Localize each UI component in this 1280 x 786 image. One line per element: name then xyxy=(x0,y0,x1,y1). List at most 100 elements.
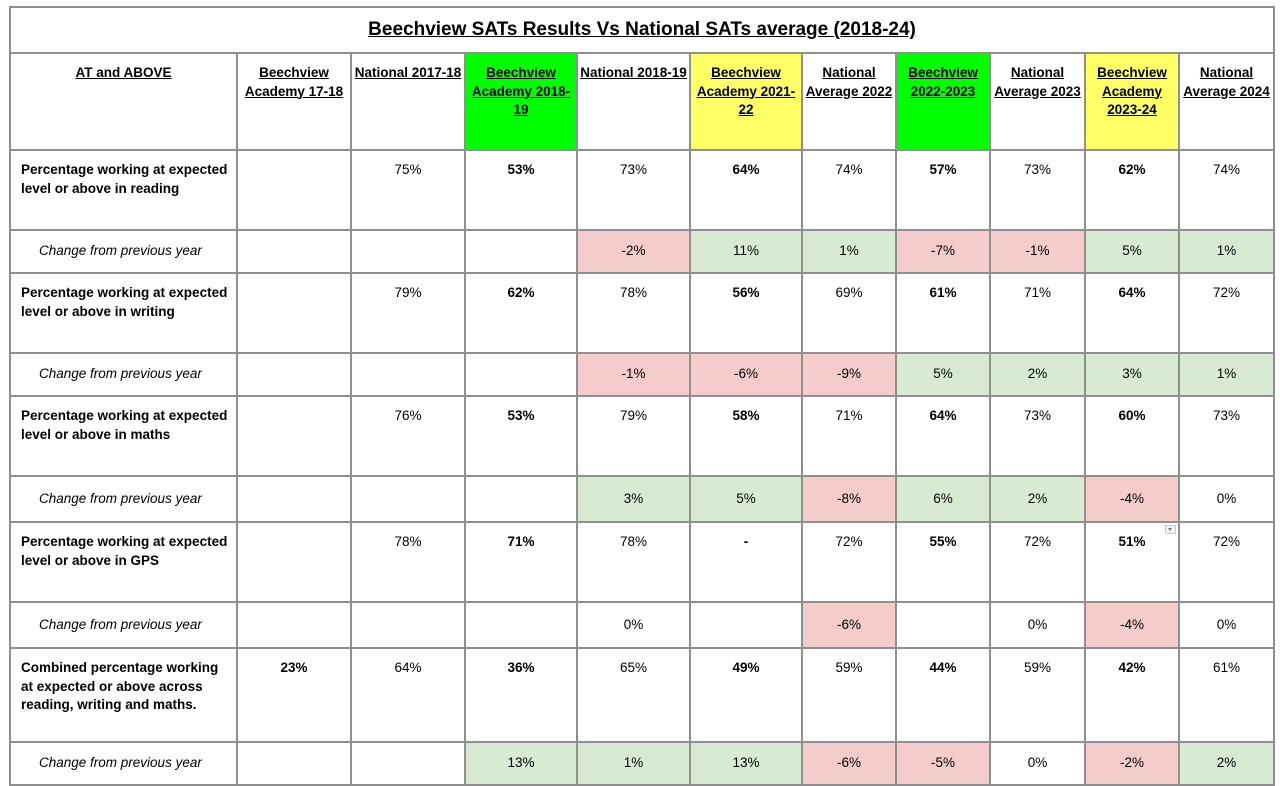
row-label[interactable]: Combined percentage working at expected … xyxy=(9,647,238,743)
table-cell[interactable]: 79% xyxy=(350,272,466,354)
row-label[interactable]: Percentage working at expected level or … xyxy=(9,149,238,231)
table-cell[interactable]: 5% xyxy=(895,352,991,397)
table-cell[interactable]: 2% xyxy=(989,352,1086,397)
table-cell[interactable]: 1% xyxy=(1177,229,1276,274)
header-beechview-2022-2023[interactable]: Beechview 2022-2023 xyxy=(895,52,991,151)
table-cell[interactable] xyxy=(236,229,352,274)
table-cell[interactable]: 61% xyxy=(895,272,991,354)
table-cell[interactable]: -7% xyxy=(895,229,991,274)
table-cell[interactable] xyxy=(236,475,352,523)
table-cell[interactable]: 53% xyxy=(464,395,578,477)
table-cell[interactable]: 72% xyxy=(801,521,897,603)
table-cell[interactable]: 59% xyxy=(801,647,897,743)
table-cell[interactable]: 79% xyxy=(576,395,691,477)
header-at-and-above[interactable]: AT and ABOVE xyxy=(9,52,238,151)
table-cell[interactable] xyxy=(236,521,352,603)
table-cell[interactable]: 58% xyxy=(689,395,803,477)
table-cell[interactable]: 49% xyxy=(689,647,803,743)
table-cell[interactable]: 73% xyxy=(989,149,1086,231)
table-cell[interactable]: 0% xyxy=(989,601,1086,649)
table-cell[interactable]: -4% xyxy=(1084,475,1180,523)
table-cell[interactable]: 0% xyxy=(576,601,691,649)
table-cell[interactable]: 1% xyxy=(576,741,691,786)
table-cell[interactable]: -8% xyxy=(801,475,897,523)
table-cell[interactable]: 1% xyxy=(801,229,897,274)
table-cell[interactable]: 78% xyxy=(350,521,466,603)
table-cell[interactable] xyxy=(236,149,352,231)
header-national-average-2024[interactable]: National Average 2024 xyxy=(1177,52,1276,151)
table-cell[interactable]: 5% xyxy=(1084,229,1180,274)
header-national-2018-19[interactable]: National 2018-19 xyxy=(576,52,691,151)
table-cell[interactable]: 78% xyxy=(576,521,691,603)
table-cell[interactable]: 0% xyxy=(1177,475,1276,523)
table-cell[interactable] xyxy=(350,741,466,786)
row-label[interactable]: Percentage working at expected level or … xyxy=(9,395,238,477)
table-cell[interactable]: 13% xyxy=(464,741,578,786)
table-cell[interactable] xyxy=(464,601,578,649)
dropdown-filter-icon[interactable] xyxy=(1165,525,1176,534)
table-cell[interactable] xyxy=(350,601,466,649)
table-cell[interactable]: 71% xyxy=(989,272,1086,354)
table-cell[interactable] xyxy=(350,229,466,274)
table-cell[interactable]: -2% xyxy=(576,229,691,274)
table-cell[interactable] xyxy=(895,601,991,649)
header-beechview-academy-2021-22[interactable]: Beechview Academy 2021-22 xyxy=(689,52,803,151)
table-cell[interactable]: 0% xyxy=(1177,601,1276,649)
header-national-2017-18[interactable]: National 2017-18 xyxy=(350,52,466,151)
table-cell[interactable]: 75% xyxy=(350,149,466,231)
header-national-average-2023[interactable]: National Average 2023 xyxy=(989,52,1086,151)
table-cell[interactable]: 78% xyxy=(576,272,691,354)
table-cell[interactable]: 64% xyxy=(689,149,803,231)
table-cell[interactable]: 2% xyxy=(1177,741,1276,786)
table-cell[interactable] xyxy=(236,395,352,477)
table-cell[interactable] xyxy=(689,601,803,649)
table-cell[interactable] xyxy=(236,272,352,354)
table-cell[interactable]: 72% xyxy=(989,521,1086,603)
header-beechview-academy-2023-24[interactable]: Beechview Academy 2023-24 xyxy=(1084,52,1180,151)
table-cell[interactable]: -6% xyxy=(801,741,897,786)
table-cell[interactable]: -1% xyxy=(989,229,1086,274)
header-beechview-academy-17-18[interactable]: Beechview Academy 17-18 xyxy=(236,52,352,151)
table-cell[interactable]: 36% xyxy=(464,647,578,743)
table-cell[interactable]: 69% xyxy=(801,272,897,354)
table-cell[interactable]: - xyxy=(689,521,803,603)
table-cell[interactable]: 73% xyxy=(1177,395,1276,477)
table-cell[interactable] xyxy=(464,475,578,523)
header-national-average-2022[interactable]: National Average 2022 xyxy=(801,52,897,151)
table-cell[interactable]: -9% xyxy=(801,352,897,397)
table-cell[interactable]: -6% xyxy=(689,352,803,397)
change-label[interactable]: Change from previous year xyxy=(9,229,238,274)
table-cell[interactable]: 2% xyxy=(989,475,1086,523)
table-cell[interactable]: 44% xyxy=(895,647,991,743)
table-cell[interactable]: 5% xyxy=(689,475,803,523)
table-cell[interactable]: 72% xyxy=(1177,272,1276,354)
table-cell[interactable]: 42% xyxy=(1084,647,1180,743)
table-cell[interactable]: 59% xyxy=(989,647,1086,743)
table-cell[interactable]: 56% xyxy=(689,272,803,354)
header-beechview-academy-2018-19[interactable]: Beechview Academy 2018-19 xyxy=(464,52,578,151)
table-cell[interactable]: 64% xyxy=(895,395,991,477)
table-cell[interactable]: 74% xyxy=(801,149,897,231)
table-cell[interactable]: -6% xyxy=(801,601,897,649)
change-label[interactable]: Change from previous year xyxy=(9,352,238,397)
row-label[interactable]: Percentage working at expected level or … xyxy=(9,521,238,603)
table-cell[interactable]: 53% xyxy=(464,149,578,231)
table-cell[interactable]: 73% xyxy=(989,395,1086,477)
table-cell[interactable]: -5% xyxy=(895,741,991,786)
table-cell[interactable] xyxy=(350,475,466,523)
table-cell[interactable]: 57% xyxy=(895,149,991,231)
table-cell[interactable]: 65% xyxy=(576,647,691,743)
table-cell[interactable]: 76% xyxy=(350,395,466,477)
table-cell[interactable]: 3% xyxy=(576,475,691,523)
table-cell[interactable]: 6% xyxy=(895,475,991,523)
row-label[interactable]: Percentage working at expected level or … xyxy=(9,272,238,354)
table-cell[interactable]: -1% xyxy=(576,352,691,397)
table-cell[interactable]: 72% xyxy=(1177,521,1276,603)
table-cell[interactable]: 74% xyxy=(1177,149,1276,231)
table-cell[interactable]: 60% xyxy=(1084,395,1180,477)
table-cell[interactable]: -4% xyxy=(1084,601,1180,649)
table-cell[interactable]: 64% xyxy=(350,647,466,743)
table-cell[interactable]: 3% xyxy=(1084,352,1180,397)
table-cell[interactable]: 73% xyxy=(576,149,691,231)
table-cell[interactable]: 62% xyxy=(1084,149,1180,231)
